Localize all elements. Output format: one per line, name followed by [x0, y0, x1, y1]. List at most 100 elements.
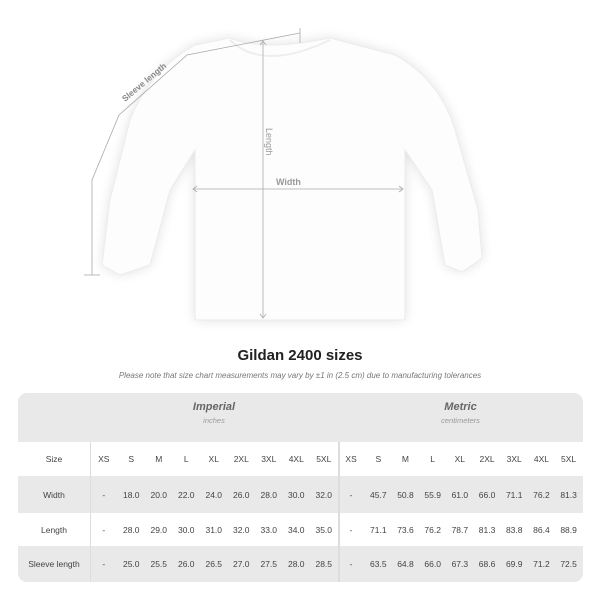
- metric-value-cell: 71.1: [505, 489, 523, 500]
- metric-value-cell: 88.9: [560, 524, 577, 535]
- imperial-value-cell: 35.0: [315, 524, 333, 535]
- metric-value-cell: 73.6: [397, 524, 414, 535]
- imperial-value-cell: 26.5: [205, 559, 223, 569]
- length-arrow-bottom: [259, 313, 267, 319]
- imperial-title: Imperial: [192, 401, 236, 413]
- table-row: Length - 28.0 29.0 30.0 31.0 32.0 33.0 34.0 35.0 -…: [18, 513, 583, 546]
- metric-value-cell: 76.2: [424, 524, 441, 535]
- metric-value-cell: 61.0: [451, 489, 469, 500]
- imperial-value-cell: 26.0: [232, 489, 250, 500]
- metric-size-header: 5XL: [561, 454, 577, 464]
- imperial-value-cell: 18.0: [122, 489, 140, 500]
- imperial-value-cell: 25.0: [122, 559, 140, 569]
- metric-value-cell: -: [349, 489, 353, 500]
- sleeve-length-line: [91, 32, 301, 275]
- metric-size-header: 4XL: [533, 454, 549, 464]
- imperial-value-cell: 32.0: [232, 524, 250, 535]
- metric-value-cell: 55.9: [424, 489, 441, 500]
- imperial-size-header: 4XL: [288, 454, 304, 464]
- label-divider: [90, 442, 91, 582]
- metric-value-cell: 71.2: [533, 559, 550, 569]
- imperial-value-cell: 27.5: [260, 559, 278, 569]
- table-row: Width - 18.0 20.0 22.0 24.0 26.0 28.0 30.0 32.0 - 4…: [18, 476, 583, 513]
- metric-size-header: M: [401, 454, 410, 464]
- imperial-value-cell: 20.0: [150, 489, 168, 500]
- metric-value-cell: 66.0: [424, 559, 441, 569]
- imperial-value-cell: 33.0: [260, 524, 278, 535]
- metric-value-cell: 63.5: [370, 559, 387, 569]
- row-label: Size: [45, 454, 63, 464]
- metric-value-cell: 68.6: [478, 559, 496, 569]
- metric-title: Metric: [444, 401, 477, 413]
- imperial-value-cell: -: [102, 524, 106, 535]
- table-row: Sleeve length - 25.0 25.5 26.0 26.5 27.0 27.5 28…: [18, 546, 583, 582]
- imperial-value-cell: 28.0: [122, 524, 140, 535]
- metric-value-cell: 78.7: [451, 524, 469, 535]
- metric-value-cell: 64.8: [397, 559, 414, 569]
- shirt-diagram: Sleeve length Length Width: [84, 28, 483, 321]
- imperial-value-cell: 31.0: [205, 524, 223, 535]
- metric-value-cell: 50.8: [397, 489, 414, 500]
- row-label: Length: [41, 524, 67, 535]
- metric-value-cell: 67.3: [451, 559, 469, 569]
- imperial-value-cell: 26.0: [177, 559, 195, 569]
- imperial-size-header: XS: [98, 454, 110, 464]
- imperial-value-cell: 30.0: [287, 489, 305, 500]
- imperial-value-cell: 30.0: [177, 524, 195, 535]
- imperial-value-cell: -: [102, 559, 106, 569]
- imperial-value-cell: 22.0: [177, 489, 195, 500]
- width-label: Width: [276, 177, 301, 187]
- metric-size-header: XL: [454, 454, 466, 464]
- length-label: Length: [264, 128, 274, 156]
- metric-value-cell: 81.3: [560, 489, 577, 500]
- row-label: Width: [43, 489, 65, 500]
- metric-unit: centimeters: [441, 416, 480, 425]
- imperial-value-cell: 24.0: [205, 489, 223, 500]
- metric-value-cell: 76.2: [533, 489, 550, 500]
- metric-value-cell: 83.8: [505, 524, 523, 535]
- imperial-size-header: M: [155, 454, 163, 464]
- imperial-value-cell: 34.0: [287, 524, 305, 535]
- system-divider: [338, 442, 340, 582]
- imperial-value-cell: 27.0: [232, 559, 250, 569]
- imperial-size-header: 2XL: [233, 454, 249, 464]
- imperial-size-header: 3XL: [261, 454, 277, 464]
- metric-value-cell: 86.4: [533, 524, 550, 535]
- size-table: Imperial inches Metric centimeters Size X…: [18, 393, 583, 582]
- metric-value-cell: -: [349, 559, 353, 569]
- metric-size-header: XS: [345, 454, 357, 464]
- metric-size-header: S: [375, 454, 382, 464]
- imperial-unit: inches: [203, 416, 225, 425]
- imperial-size-header: 5XL: [316, 454, 332, 464]
- metric-value-cell: 71.1: [370, 524, 387, 535]
- metric-value-cell: 69.9: [505, 559, 523, 569]
- length-arrow-top: [259, 40, 267, 46]
- width-arrow-right: [398, 185, 404, 193]
- imperial-value-cell: 32.0: [315, 489, 333, 500]
- imperial-value-cell: 25.5: [150, 559, 168, 569]
- metric-value-cell: -: [349, 524, 353, 535]
- imperial-size-header: L: [183, 454, 189, 464]
- imperial-header: Imperial inches: [90, 401, 338, 425]
- tolerance-note: Please note that size chart measurements…: [118, 371, 482, 380]
- imperial-value-cell: 29.0: [150, 524, 168, 535]
- imperial-value-cell: 28.0: [287, 559, 305, 569]
- metric-value-cell: 81.3: [478, 524, 496, 535]
- imperial-value-cell: 28.0: [260, 489, 278, 500]
- width-arrow-left: [192, 185, 198, 193]
- metric-size-header: L: [430, 454, 436, 464]
- row-label: Sleeve length: [28, 559, 80, 569]
- metric-size-header: 2XL: [479, 454, 495, 464]
- imperial-value-cell: -: [102, 489, 106, 500]
- metric-size-header: 3XL: [506, 454, 522, 464]
- imperial-size-header: XL: [208, 454, 219, 464]
- shirt-body: [101, 37, 483, 321]
- metric-value-cell: 66.0: [478, 489, 496, 500]
- metric-value-cell: 45.7: [370, 489, 387, 500]
- metric-header: Metric centimeters: [338, 401, 583, 425]
- size-header-row: Size XS S M L XL 2XL 3XL 4XL 5XL XS S M L XL 2XL 3XL 4XL 5…: [18, 442, 583, 476]
- metric-value-cell: 72.5: [560, 559, 577, 569]
- page-title: Gildan 2400 sizes: [237, 347, 363, 364]
- imperial-size-header: S: [128, 454, 135, 464]
- shirt-collar: [229, 39, 331, 57]
